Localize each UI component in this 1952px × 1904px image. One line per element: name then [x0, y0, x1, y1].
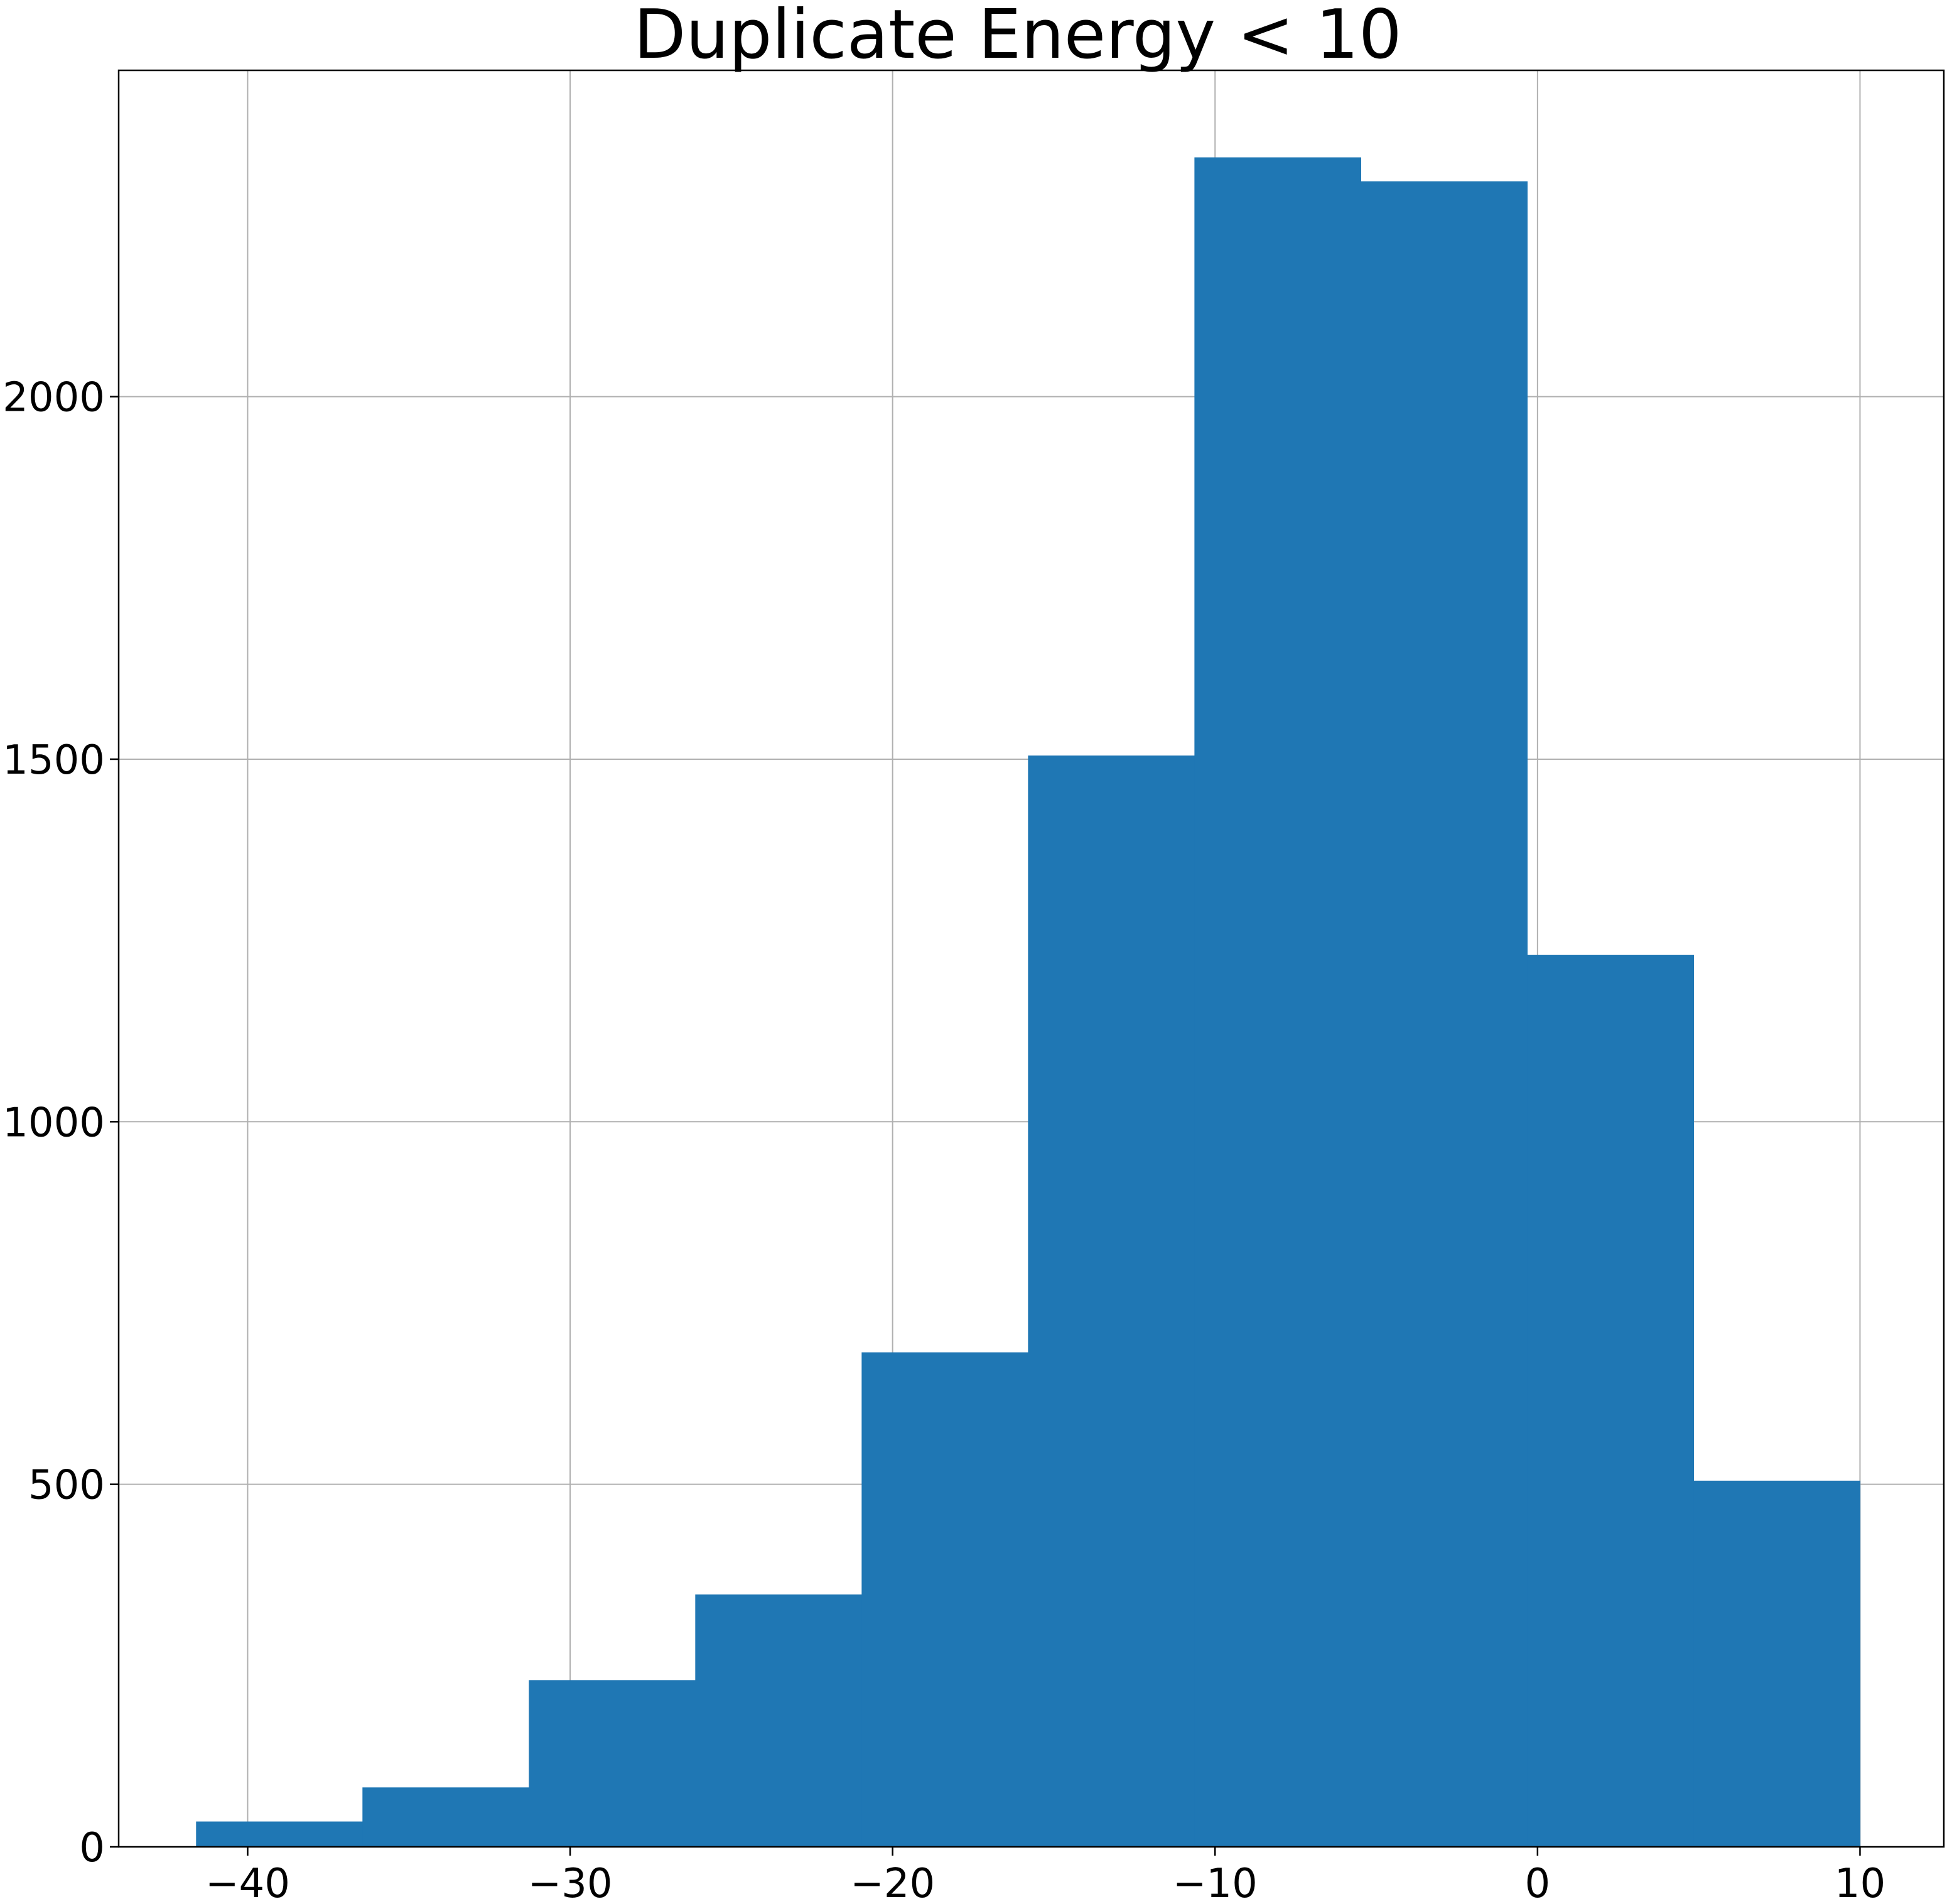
y-axis: 0 500 1000 1500 2000 — [3, 375, 119, 1871]
histogram-bar-9 — [1693, 1480, 1861, 1847]
y-tick-label: 500 — [28, 1463, 105, 1509]
histogram-bars — [196, 157, 1861, 1847]
histogram-bar-8 — [1527, 955, 1695, 1847]
plot-area-frame — [117, 69, 1945, 1848]
x-tick-label: −30 — [528, 1861, 613, 1904]
histogram-bar-5 — [1028, 755, 1195, 1847]
y-tick-label: 2000 — [3, 375, 105, 421]
x-tick-label: −20 — [850, 1861, 935, 1904]
x-axis: −40 −30 −20 −10 0 10 — [205, 1847, 1885, 1904]
x-tick-label: −40 — [205, 1861, 290, 1904]
y-tick-label: 1000 — [3, 1100, 105, 1146]
x-tick-label: 10 — [1835, 1861, 1885, 1904]
x-tick-label: 0 — [1524, 1861, 1550, 1904]
histogram-bar-4 — [861, 1352, 1028, 1847]
y-tick-label: 0 — [79, 1825, 105, 1871]
histogram-bar-6 — [1194, 157, 1362, 1847]
histogram-bar-1 — [362, 1787, 529, 1847]
histogram-bar-2 — [529, 1680, 696, 1847]
histogram-bar-3 — [695, 1594, 862, 1847]
y-tick-label: 1500 — [3, 737, 105, 784]
histogram-bar-0 — [196, 1821, 363, 1847]
chart-title: Duplicate Energy < 10 — [634, 0, 1402, 74]
histogram-bar-7 — [1361, 181, 1528, 1847]
x-tick-label: −10 — [1173, 1861, 1258, 1904]
